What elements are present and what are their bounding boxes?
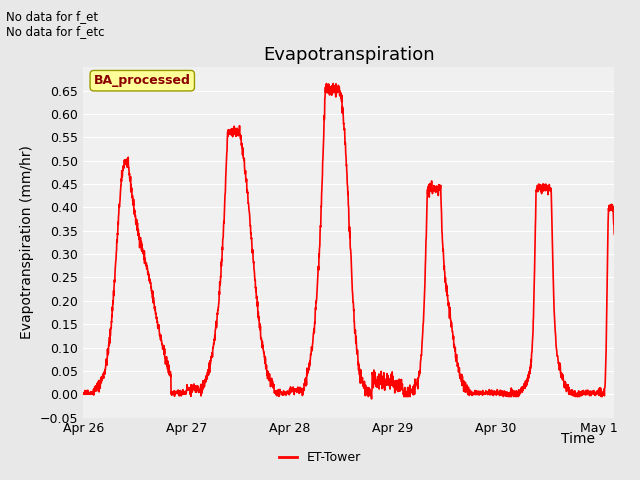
Y-axis label: Evapotranspiration (mm/hr): Evapotranspiration (mm/hr) [20,145,35,339]
Legend: ET-Tower: ET-Tower [273,446,367,469]
Text: Time: Time [561,432,595,446]
Text: No data for f_et
No data for f_etc: No data for f_et No data for f_etc [6,10,105,37]
Text: BA_processed: BA_processed [94,74,191,87]
Title: Evapotranspiration: Evapotranspiration [263,46,435,64]
